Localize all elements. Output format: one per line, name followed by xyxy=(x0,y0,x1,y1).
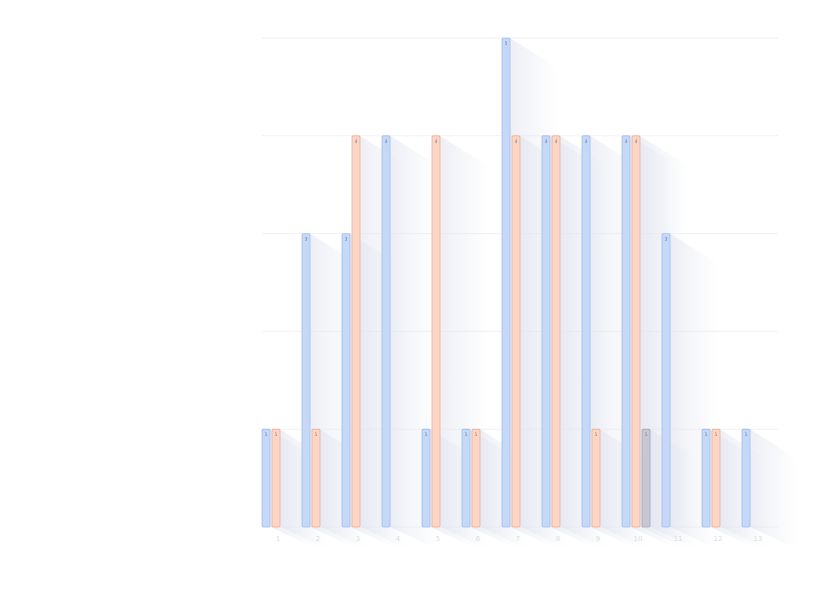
bar xyxy=(591,428,601,528)
bar-value-label: 1 xyxy=(715,432,718,437)
bar-value-label: 1 xyxy=(705,432,708,437)
bar xyxy=(301,233,311,528)
x-tick-label: 5 xyxy=(436,535,440,543)
bar-value-label: 1 xyxy=(645,432,648,437)
bar xyxy=(471,428,481,528)
x-tick-label: 3 xyxy=(356,535,360,543)
bar-value-label: 1 xyxy=(275,432,278,437)
bar-value-label: 3 xyxy=(305,237,308,242)
bar xyxy=(461,428,471,528)
bar xyxy=(541,135,551,528)
x-tick-label: 7 xyxy=(516,535,520,543)
x-tick-label: 6 xyxy=(476,535,481,543)
bar xyxy=(631,135,641,528)
bar-value-label: 4 xyxy=(385,139,388,144)
bar xyxy=(511,135,521,528)
x-tick-label: 9 xyxy=(596,535,600,543)
bar-value-label: 4 xyxy=(435,139,438,144)
bar xyxy=(381,135,391,528)
bar xyxy=(661,233,671,528)
bar xyxy=(711,428,721,528)
bar xyxy=(741,428,751,528)
bar-value-label: 3 xyxy=(345,237,348,242)
bar xyxy=(621,135,631,528)
bar-value-label: 1 xyxy=(745,432,748,437)
x-tick-label: 1 xyxy=(276,535,280,543)
bar xyxy=(351,135,361,528)
bar-value-label: 4 xyxy=(555,139,558,144)
bar xyxy=(261,428,271,528)
bar xyxy=(341,233,351,528)
bar xyxy=(311,428,321,528)
bar-labels: 1 1 3 1 3 4 4 1 4 1 1 5 4 4 4 4 1 4 4 1 3 1 1 1 xyxy=(265,41,748,437)
bar-value-label: 4 xyxy=(515,139,518,144)
x-tick-label: 13 xyxy=(754,535,763,543)
bar-shadow xyxy=(750,429,798,549)
bars xyxy=(261,37,751,528)
x-tick-label: 12 xyxy=(714,535,723,543)
bar-value-label: 3 xyxy=(665,237,668,242)
bar xyxy=(551,135,561,528)
bar-value-label: 1 xyxy=(315,432,318,437)
bar-value-label: 1 xyxy=(595,432,598,437)
bar-value-label: 5 xyxy=(505,41,508,46)
bar-value-label: 1 xyxy=(465,432,468,437)
bar xyxy=(641,428,651,528)
bar xyxy=(701,428,711,528)
bar-value-label: 1 xyxy=(265,432,268,437)
x-tick-label: 8 xyxy=(556,535,560,543)
x-tick-label: 2 xyxy=(316,535,320,543)
bar-value-label: 1 xyxy=(425,432,428,437)
bar xyxy=(431,135,441,528)
x-tick-label: 4 xyxy=(396,535,401,543)
bar-value-label: 4 xyxy=(355,139,358,144)
bar xyxy=(421,428,431,528)
bar-value-label: 4 xyxy=(545,139,548,144)
x-tick-label: 10 xyxy=(634,535,643,543)
bar-value-label: 4 xyxy=(625,139,628,144)
x-tick-labels: 1 2 3 4 5 6 7 8 9 10 11 12 13 xyxy=(276,535,763,543)
bar-value-label: 4 xyxy=(585,139,588,144)
x-tick-label: 11 xyxy=(674,535,683,543)
bar xyxy=(271,428,281,528)
bar-value-label: 1 xyxy=(475,432,478,437)
bar xyxy=(501,37,511,528)
bar xyxy=(581,135,591,528)
bar-value-label: 4 xyxy=(635,139,638,144)
